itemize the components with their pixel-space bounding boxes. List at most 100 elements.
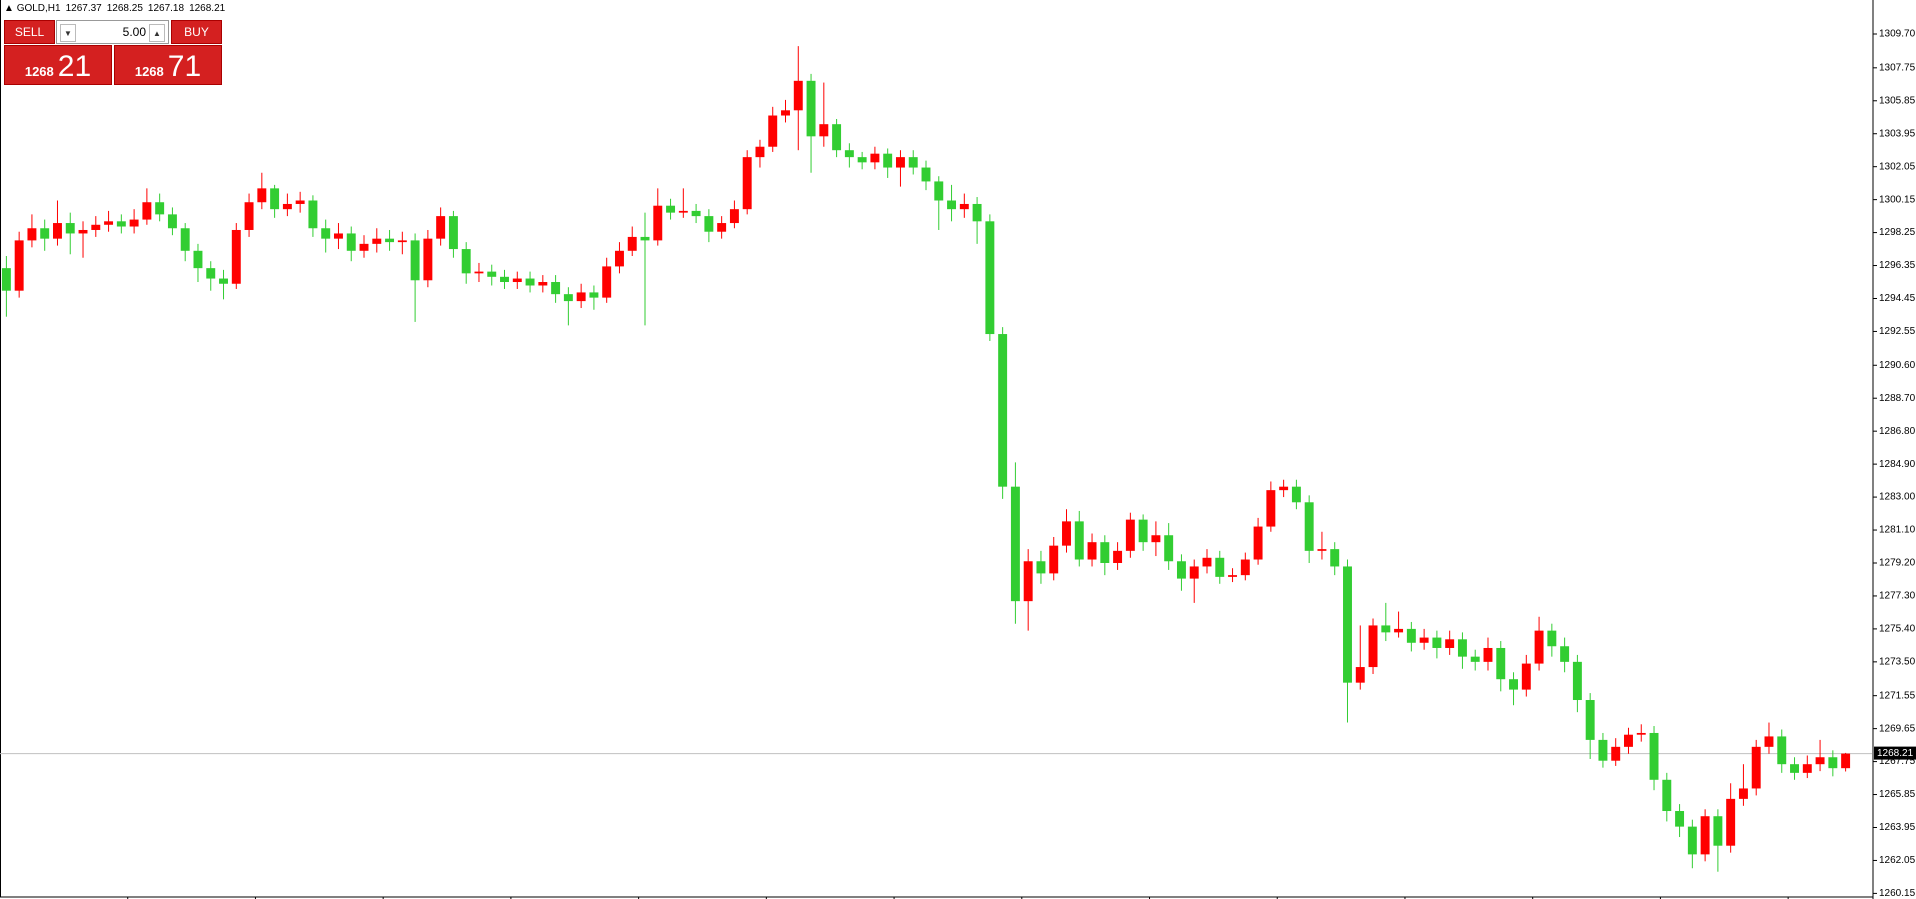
lots-up[interactable]: ▲ bbox=[149, 24, 165, 42]
candle-body bbox=[589, 292, 599, 298]
candle-body bbox=[372, 238, 382, 244]
candle-body bbox=[1560, 646, 1570, 662]
candle-body bbox=[1202, 557, 1212, 567]
candle-body bbox=[883, 153, 893, 168]
candle-body bbox=[1815, 757, 1825, 765]
candle-body bbox=[129, 219, 139, 227]
candle-body bbox=[65, 223, 75, 234]
y-tick-label: 1298.25 bbox=[1879, 227, 1916, 238]
candle-body bbox=[870, 153, 880, 163]
candle-body bbox=[1841, 753, 1851, 769]
lots-down[interactable]: ▼ bbox=[60, 24, 76, 42]
candle-body bbox=[1726, 798, 1736, 846]
candle-body bbox=[793, 80, 803, 111]
candle-body bbox=[1700, 816, 1710, 855]
candle-body bbox=[1074, 521, 1084, 560]
candle-body bbox=[1253, 526, 1263, 560]
candle-body bbox=[410, 240, 420, 281]
candle-body bbox=[1598, 739, 1608, 761]
candle-body bbox=[1010, 486, 1020, 602]
y-tick-label: 1302.05 bbox=[1879, 161, 1916, 172]
candle-body bbox=[717, 223, 727, 232]
candle-body bbox=[653, 205, 663, 241]
candle-body bbox=[768, 115, 778, 147]
candle-body bbox=[206, 268, 216, 279]
candle-body bbox=[1125, 519, 1135, 551]
candle-body bbox=[155, 202, 165, 215]
candle-body bbox=[819, 124, 829, 137]
candle-body bbox=[755, 146, 765, 158]
candle-body bbox=[1394, 628, 1404, 633]
candle-body bbox=[998, 334, 1008, 487]
candle-body bbox=[78, 229, 88, 234]
y-tick-label: 1283.00 bbox=[1879, 492, 1916, 503]
candle-body bbox=[972, 203, 982, 222]
candle-body bbox=[1534, 630, 1544, 664]
candle-body bbox=[500, 276, 509, 283]
candle-body bbox=[1189, 566, 1199, 579]
candle-body bbox=[1470, 656, 1480, 662]
candle-body bbox=[142, 202, 152, 220]
y-tick-label: 1281.10 bbox=[1879, 525, 1916, 536]
candle-body bbox=[1675, 811, 1685, 827]
candle-body bbox=[1496, 647, 1506, 680]
candle-body bbox=[1266, 490, 1276, 527]
symbol: GOLD,H1 bbox=[16, 3, 61, 14]
candle-body bbox=[1164, 535, 1174, 562]
bid-price[interactable]: 1268 21 bbox=[4, 45, 112, 85]
candle-body bbox=[1100, 542, 1110, 563]
candle-body bbox=[985, 221, 995, 335]
candle-body bbox=[1138, 519, 1148, 543]
candle-body bbox=[551, 282, 561, 295]
y-tick-label: 1309.70 bbox=[1879, 29, 1916, 40]
candle-body bbox=[1636, 732, 1646, 735]
candle-body bbox=[1176, 561, 1186, 579]
candle-body bbox=[461, 249, 471, 274]
candle-body bbox=[908, 157, 918, 168]
candle-body bbox=[640, 236, 650, 241]
candle-body bbox=[1738, 788, 1748, 799]
candle-body bbox=[602, 266, 612, 298]
candle-body bbox=[1828, 757, 1838, 769]
y-tick-label: 1288.70 bbox=[1879, 393, 1916, 404]
candle-body bbox=[959, 203, 969, 210]
candle-body bbox=[895, 157, 905, 168]
candle-body bbox=[397, 240, 407, 243]
ask-price[interactable]: 1268 71 bbox=[114, 45, 222, 85]
y-tick-label: 1265.85 bbox=[1879, 789, 1916, 800]
candle-body bbox=[1611, 746, 1621, 761]
candle-body bbox=[921, 167, 931, 182]
candle-body bbox=[1087, 542, 1097, 560]
last-low: 1267.18 bbox=[147, 3, 185, 14]
candle-body bbox=[1790, 764, 1799, 773]
y-tick-label: 1303.95 bbox=[1879, 128, 1916, 139]
candle-body bbox=[742, 157, 752, 210]
lots-input[interactable]: ▼ 5.00 ▲ bbox=[56, 20, 169, 44]
y-tick-label: 1269.65 bbox=[1879, 723, 1916, 734]
candle-body bbox=[1151, 535, 1161, 543]
chart-header: ▲ GOLD,H1 1267.37 1268.25 1267.18 1268.21 bbox=[4, 3, 226, 14]
candle-body bbox=[244, 202, 254, 230]
candle-body bbox=[1419, 637, 1429, 643]
buy-button[interactable]: BUY bbox=[171, 20, 222, 44]
candle-body bbox=[1330, 549, 1340, 567]
candle-body bbox=[1, 268, 11, 291]
candle-body bbox=[104, 221, 114, 225]
candle-body bbox=[321, 228, 331, 239]
candle-body bbox=[1662, 779, 1672, 812]
y-tick-label: 1300.15 bbox=[1879, 194, 1916, 205]
bid-small: 21 bbox=[57, 50, 92, 83]
candle-body bbox=[1240, 559, 1250, 576]
sell-button[interactable]: SELL bbox=[4, 20, 55, 44]
ask-big: 1268 bbox=[134, 64, 164, 79]
candle-body bbox=[857, 157, 867, 163]
candle-body bbox=[538, 282, 548, 286]
candle-body bbox=[729, 209, 739, 224]
candle-body bbox=[1432, 637, 1442, 648]
candle-body bbox=[1317, 549, 1327, 551]
candle-body bbox=[563, 294, 573, 302]
candle-body bbox=[40, 228, 50, 239]
y-tick-label: 1275.40 bbox=[1879, 624, 1916, 635]
candle-body bbox=[1291, 486, 1301, 503]
